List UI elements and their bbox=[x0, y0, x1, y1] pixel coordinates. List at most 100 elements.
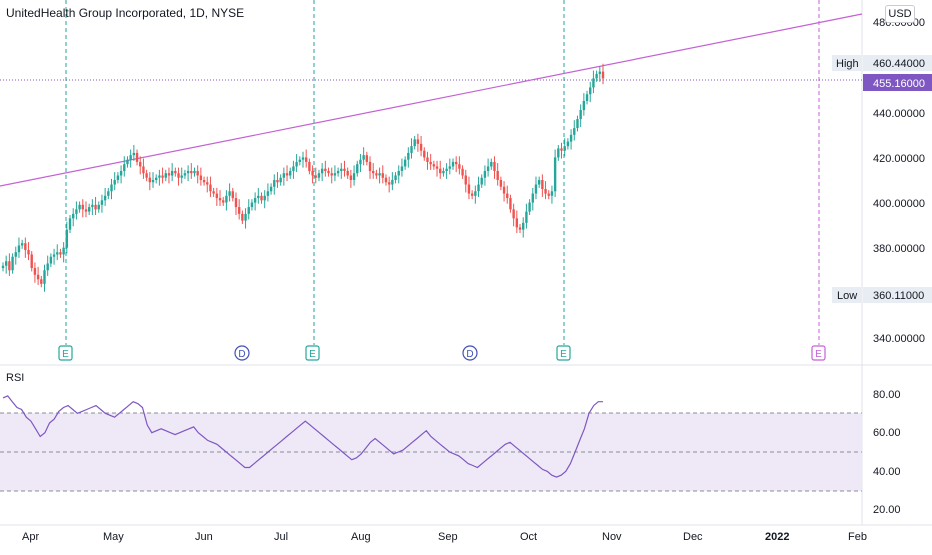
candle-body bbox=[346, 170, 349, 176]
candle-body bbox=[518, 227, 522, 230]
earnings-marker-box[interactable] bbox=[58, 345, 73, 361]
candle-body bbox=[49, 256, 53, 264]
candle-body bbox=[135, 152, 139, 162]
earnings-marker[interactable]: E bbox=[305, 345, 320, 361]
candle-body bbox=[566, 141, 570, 147]
candle-body bbox=[103, 195, 107, 201]
future-earnings-marker[interactable]: E bbox=[811, 345, 826, 361]
candle-body bbox=[78, 204, 81, 210]
low-value: 360.11000 bbox=[873, 290, 924, 302]
candle-body bbox=[461, 168, 464, 176]
candle-body bbox=[330, 173, 333, 176]
earnings-marker-box[interactable] bbox=[305, 345, 320, 361]
candle-body bbox=[378, 173, 381, 176]
candle-body bbox=[20, 243, 24, 246]
price-tick: 440.00000 bbox=[873, 108, 925, 120]
time-label: Apr bbox=[22, 531, 39, 543]
candle-body bbox=[65, 229, 69, 248]
candle-body bbox=[419, 143, 423, 151]
candle-body bbox=[547, 193, 550, 196]
candle-body bbox=[257, 195, 260, 199]
candle-body bbox=[33, 268, 37, 275]
candle-body bbox=[592, 78, 595, 88]
candle-body bbox=[266, 191, 270, 196]
rsi-tick: 20.00 bbox=[873, 504, 901, 516]
candle-body bbox=[522, 222, 525, 230]
dividend-marker[interactable]: D bbox=[462, 345, 478, 361]
candle-body bbox=[123, 164, 126, 171]
candle-body bbox=[432, 164, 436, 167]
candle-body bbox=[483, 170, 487, 178]
candle-body bbox=[59, 252, 62, 255]
candle-body bbox=[177, 173, 180, 178]
candle-body bbox=[212, 191, 215, 194]
candle-body bbox=[228, 191, 231, 196]
candle-body bbox=[528, 202, 531, 212]
earnings-marker-text: E bbox=[62, 349, 69, 360]
candle-body bbox=[218, 198, 222, 201]
candle-body bbox=[87, 207, 91, 212]
currency-badge[interactable]: USD bbox=[885, 5, 915, 23]
trendline[interactable] bbox=[0, 13, 863, 187]
dividend-marker-circle[interactable] bbox=[462, 345, 478, 361]
candle-body bbox=[601, 71, 605, 79]
dividend-marker-circle[interactable] bbox=[234, 345, 250, 361]
candle-body bbox=[129, 155, 132, 160]
price-tick: 380.00000 bbox=[873, 243, 925, 255]
candle-body bbox=[336, 170, 340, 174]
candle-body bbox=[474, 191, 477, 196]
candle-body bbox=[407, 152, 410, 160]
candle-body bbox=[435, 166, 439, 169]
candle-body bbox=[301, 157, 305, 160]
earnings-marker[interactable]: E bbox=[556, 345, 571, 361]
candle-body bbox=[448, 166, 452, 169]
candle-body bbox=[225, 195, 228, 203]
candle-body bbox=[30, 254, 33, 269]
candle-body bbox=[202, 180, 206, 183]
candle-body bbox=[206, 182, 209, 185]
candle-body bbox=[295, 161, 298, 167]
candle-body bbox=[304, 157, 308, 162]
rsi-tick: 60.00 bbox=[873, 427, 901, 439]
candle-body bbox=[84, 209, 88, 212]
earnings-marker[interactable]: E bbox=[58, 345, 73, 361]
candle-body bbox=[17, 245, 21, 253]
time-label: Oct bbox=[520, 531, 537, 543]
candle-body bbox=[94, 204, 97, 210]
time-label: Dec bbox=[683, 531, 703, 543]
candle-body bbox=[113, 180, 116, 185]
candle-body bbox=[320, 168, 324, 174]
candle-body bbox=[550, 191, 554, 196]
earnings-marker-box[interactable] bbox=[556, 345, 571, 361]
candle-body bbox=[308, 161, 311, 171]
future-earnings-marker-box[interactable] bbox=[811, 345, 826, 361]
candle-body bbox=[340, 168, 343, 171]
candle-body bbox=[27, 249, 30, 255]
candle-body bbox=[110, 184, 113, 192]
candle-body bbox=[356, 164, 359, 174]
candle-body bbox=[279, 177, 282, 183]
candle-body bbox=[454, 161, 458, 165]
candle-body bbox=[292, 166, 295, 171]
candle-body bbox=[534, 184, 538, 194]
candle-body bbox=[139, 161, 142, 167]
candle-body bbox=[365, 155, 369, 162]
candle-body bbox=[158, 175, 161, 178]
candle-body bbox=[72, 213, 75, 219]
dividend-marker[interactable]: D bbox=[234, 345, 250, 361]
high-label-box bbox=[832, 55, 862, 71]
candle-body bbox=[151, 180, 155, 183]
price-tick: 340.00000 bbox=[873, 333, 925, 345]
price-tick: 400.00000 bbox=[873, 198, 925, 210]
candle-body bbox=[502, 186, 506, 194]
candle-body bbox=[97, 204, 100, 210]
candle-body bbox=[145, 173, 148, 178]
candle-body bbox=[75, 209, 78, 214]
last-price-value: 455.16000 bbox=[873, 78, 925, 90]
candle-body bbox=[100, 200, 104, 205]
future-earnings-marker-text: E bbox=[815, 349, 822, 360]
candle-body bbox=[81, 204, 84, 210]
candle-body bbox=[400, 166, 404, 171]
